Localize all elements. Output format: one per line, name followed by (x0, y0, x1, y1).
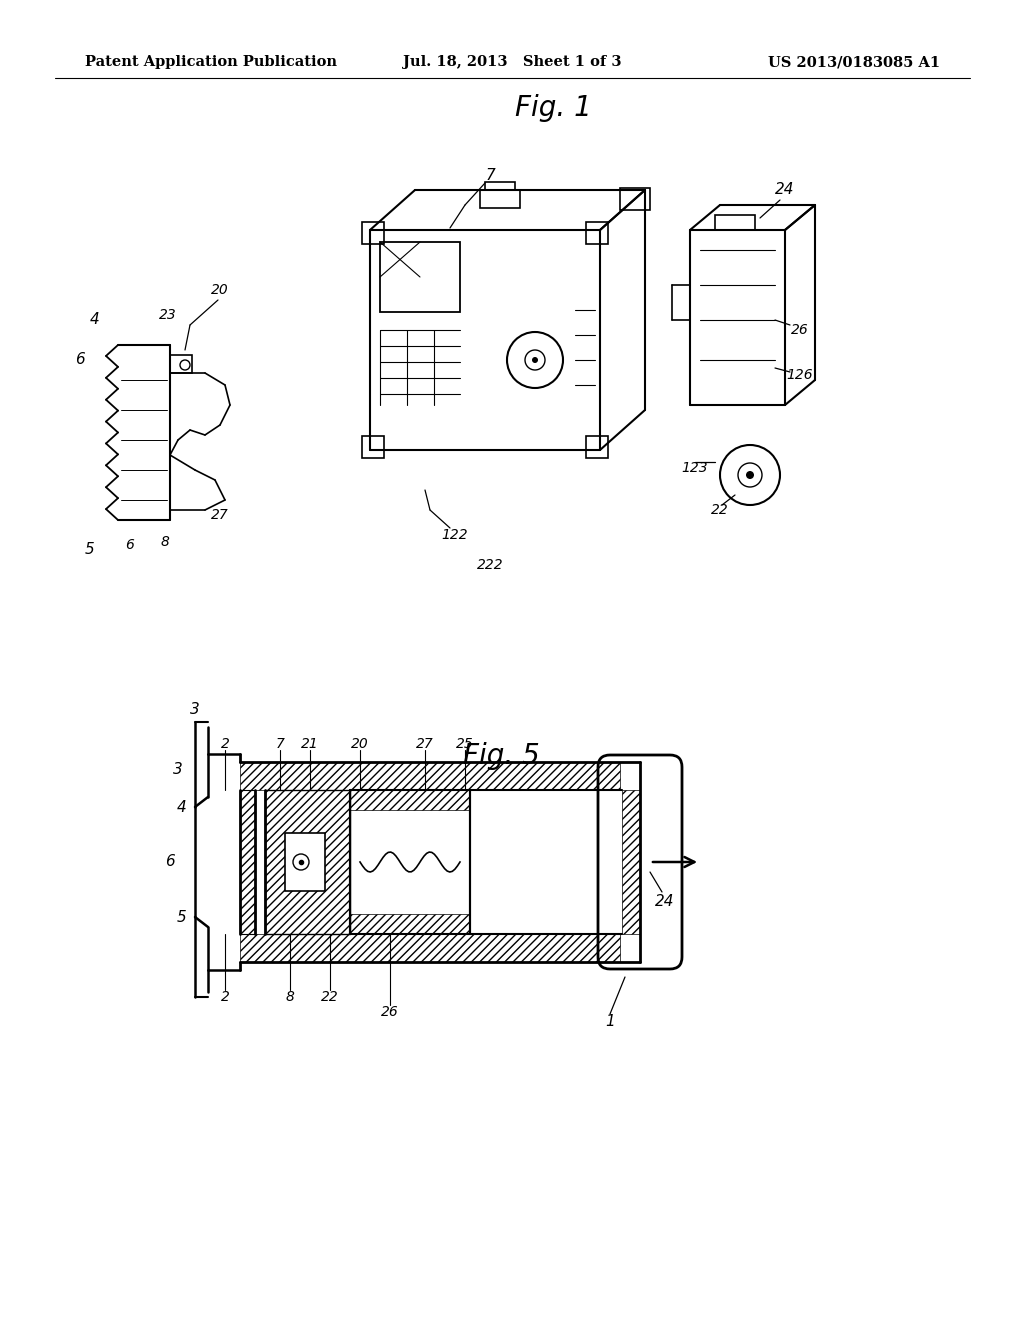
Text: 6: 6 (126, 539, 134, 552)
Text: 5: 5 (85, 543, 95, 557)
Text: 24: 24 (775, 182, 795, 198)
Bar (715, 215, 755, 230)
Text: 6: 6 (165, 854, 175, 870)
Text: 3: 3 (190, 702, 200, 718)
Bar (586, 436, 608, 458)
Text: 4: 4 (177, 800, 186, 814)
Text: 126: 126 (786, 368, 813, 381)
Circle shape (746, 471, 754, 479)
Bar (622, 789, 640, 935)
Text: 26: 26 (792, 323, 809, 337)
Text: Jul. 18, 2013   Sheet 1 of 3: Jul. 18, 2013 Sheet 1 of 3 (402, 55, 622, 69)
Text: 2: 2 (220, 990, 229, 1005)
Bar (240, 762, 620, 789)
Text: 21: 21 (301, 737, 318, 751)
Text: Patent Application Publication: Patent Application Publication (85, 55, 337, 69)
Text: 1: 1 (605, 1015, 614, 1030)
Text: 22: 22 (711, 503, 729, 517)
Bar (240, 935, 620, 962)
Text: Fig. 5: Fig. 5 (464, 742, 540, 771)
Text: 7: 7 (275, 737, 285, 751)
Bar (586, 222, 608, 244)
Text: 123: 123 (682, 461, 709, 475)
Text: 20: 20 (211, 282, 229, 297)
Circle shape (532, 356, 538, 363)
Text: 4: 4 (90, 313, 100, 327)
Text: 20: 20 (351, 737, 369, 751)
Bar (285, 833, 325, 891)
Bar (362, 222, 384, 244)
Text: 6: 6 (75, 352, 85, 367)
Text: 27: 27 (416, 737, 434, 751)
Text: 22: 22 (322, 990, 339, 1005)
Text: 24: 24 (655, 895, 675, 909)
Bar (350, 789, 470, 810)
Text: Fig. 1: Fig. 1 (515, 94, 591, 123)
Bar (620, 187, 650, 210)
Bar (350, 913, 470, 935)
Text: 7: 7 (485, 168, 495, 182)
Bar (170, 355, 193, 374)
Text: 222: 222 (477, 558, 504, 572)
Text: 2: 2 (220, 737, 229, 751)
Text: 122: 122 (441, 528, 468, 543)
Text: US 2013/0183085 A1: US 2013/0183085 A1 (768, 55, 940, 69)
Bar (240, 789, 255, 935)
Text: 5: 5 (177, 909, 186, 924)
Bar (480, 190, 520, 209)
Text: 23: 23 (159, 308, 177, 322)
Text: 8: 8 (161, 535, 169, 549)
Bar (265, 789, 350, 935)
Text: 3: 3 (173, 763, 183, 777)
Text: 25: 25 (456, 737, 474, 751)
Text: 8: 8 (286, 990, 295, 1005)
Bar (380, 242, 460, 312)
Text: 26: 26 (381, 1005, 399, 1019)
Bar (485, 182, 515, 190)
Text: 27: 27 (211, 508, 229, 521)
Bar (362, 436, 384, 458)
